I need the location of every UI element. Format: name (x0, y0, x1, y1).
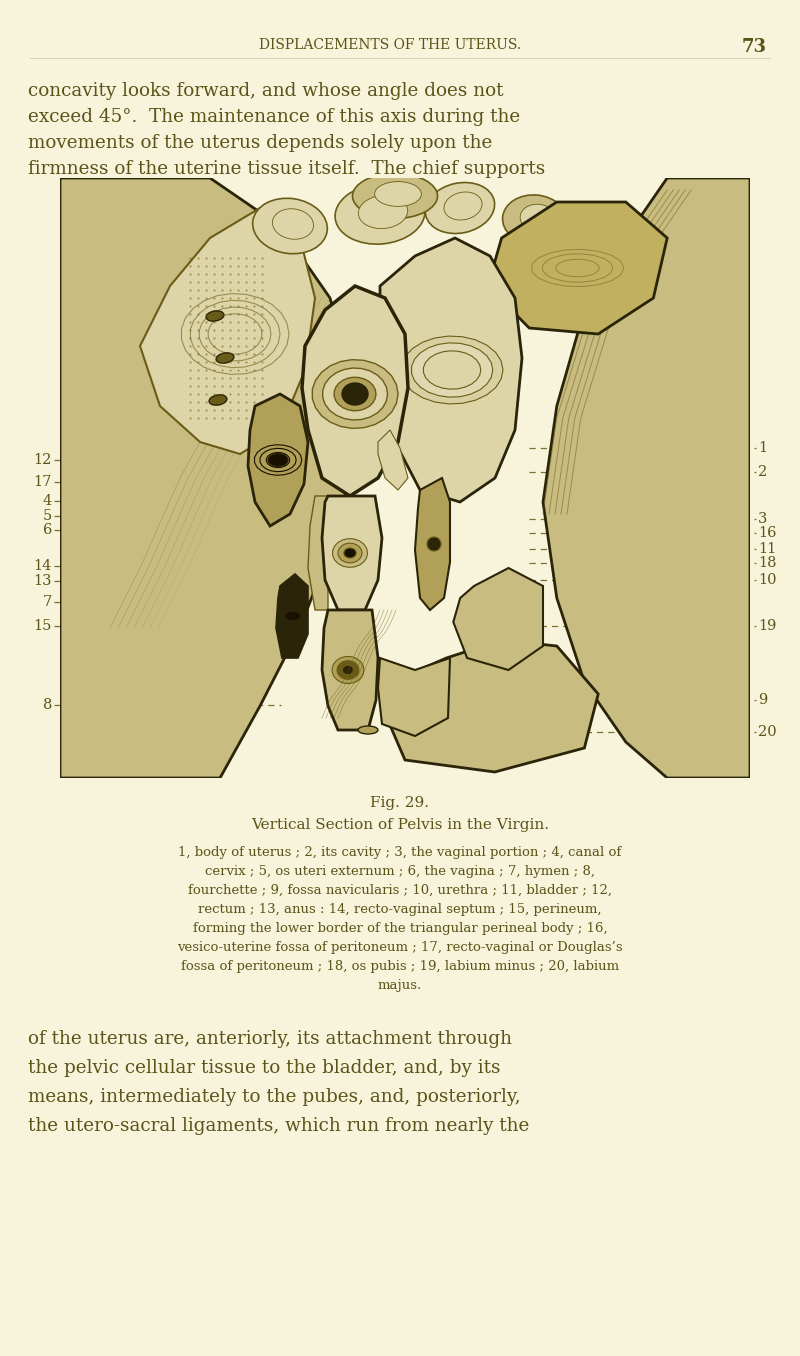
Polygon shape (322, 496, 382, 610)
Text: forming the lower border of the triangular perineal body ; 16,: forming the lower border of the triangul… (193, 922, 607, 936)
Text: 20: 20 (758, 725, 777, 739)
Text: 8: 8 (42, 698, 52, 712)
Polygon shape (380, 239, 522, 502)
Text: 4: 4 (42, 494, 52, 507)
Polygon shape (338, 544, 362, 563)
Polygon shape (411, 343, 493, 397)
Ellipse shape (358, 195, 408, 229)
Ellipse shape (335, 184, 425, 244)
Text: 5: 5 (42, 510, 52, 523)
Polygon shape (322, 610, 378, 730)
Ellipse shape (268, 453, 288, 466)
Text: rectum ; 13, anus : 14, recto-vaginal septum ; 15, perineum,: rectum ; 13, anus : 14, recto-vaginal se… (198, 903, 602, 917)
Ellipse shape (206, 311, 224, 321)
Text: Fig. 29.: Fig. 29. (370, 796, 430, 810)
Polygon shape (302, 286, 408, 496)
Text: 14: 14 (34, 559, 52, 574)
Text: the pelvic cellular tissue to the bladder, and, by its: the pelvic cellular tissue to the bladde… (28, 1059, 501, 1077)
Ellipse shape (427, 537, 441, 551)
Text: firmness of the uterine tissue itself.  The chief supports: firmness of the uterine tissue itself. T… (28, 160, 546, 178)
Polygon shape (344, 548, 356, 559)
Polygon shape (334, 377, 376, 411)
Polygon shape (423, 351, 481, 389)
Polygon shape (140, 207, 315, 454)
Polygon shape (308, 496, 328, 610)
Text: 9: 9 (758, 693, 767, 706)
Polygon shape (312, 359, 398, 428)
Text: 19: 19 (758, 618, 776, 633)
Text: means, intermediately to the pubes, and, posteriorly,: means, intermediately to the pubes, and,… (28, 1088, 521, 1106)
Text: 16: 16 (758, 526, 777, 540)
Text: vesico-uterine fossa of peritoneum ; 17, recto-vaginal or Douglas’s: vesico-uterine fossa of peritoneum ; 17,… (177, 941, 623, 955)
Polygon shape (342, 666, 354, 675)
Text: 73: 73 (742, 38, 767, 56)
Polygon shape (322, 367, 387, 420)
Polygon shape (454, 568, 543, 670)
Ellipse shape (285, 612, 301, 621)
Polygon shape (333, 538, 368, 567)
Text: fourchette ; 9, fossa navicularis ; 10, urethra ; 11, bladder ; 12,: fourchette ; 9, fossa navicularis ; 10, … (188, 884, 612, 898)
Ellipse shape (209, 395, 227, 405)
Ellipse shape (253, 198, 327, 254)
Text: movements of the uterus depends solely upon the: movements of the uterus depends solely u… (28, 134, 492, 152)
Text: 3: 3 (758, 511, 767, 526)
Text: 18: 18 (758, 556, 777, 571)
Ellipse shape (358, 725, 378, 734)
Text: 6: 6 (42, 523, 52, 537)
Ellipse shape (444, 193, 482, 220)
Polygon shape (378, 430, 408, 490)
Text: 1: 1 (758, 441, 767, 456)
Text: concavity looks forward, and whose angle does not: concavity looks forward, and whose angle… (28, 81, 503, 100)
Polygon shape (488, 202, 667, 334)
Text: fossa of peritoneum ; 18, os pubis ; 19, labium minus ; 20, labium: fossa of peritoneum ; 18, os pubis ; 19,… (181, 960, 619, 974)
Text: 15: 15 (34, 618, 52, 633)
Ellipse shape (426, 183, 494, 233)
Text: majus.: majus. (378, 979, 422, 993)
Text: of the uterus are, anteriorly, its attachment through: of the uterus are, anteriorly, its attac… (28, 1031, 512, 1048)
Polygon shape (276, 574, 308, 658)
Polygon shape (402, 336, 503, 404)
Polygon shape (378, 658, 450, 736)
Polygon shape (415, 479, 450, 610)
Text: DISPLACEMENTS OF THE UTERUS.: DISPLACEMENTS OF THE UTERUS. (259, 38, 521, 52)
Text: 7: 7 (42, 595, 52, 609)
Polygon shape (337, 660, 359, 679)
Polygon shape (543, 178, 750, 778)
Text: exceed 45°.  The maintenance of this axis during the: exceed 45°. The maintenance of this axis… (28, 108, 520, 126)
Polygon shape (384, 640, 598, 772)
Ellipse shape (216, 353, 234, 363)
Ellipse shape (353, 174, 438, 218)
Text: 12: 12 (34, 453, 52, 466)
Polygon shape (332, 656, 364, 683)
Text: cervix ; 5, os uteri externum ; 6, the vagina ; 7, hymen ; 8,: cervix ; 5, os uteri externum ; 6, the v… (205, 865, 595, 877)
Text: 1, body of uterus ; 2, its cavity ; 3, the vaginal portion ; 4, canal of: 1, body of uterus ; 2, its cavity ; 3, t… (178, 846, 622, 858)
Text: the utero-sacral ligaments, which run from nearly the: the utero-sacral ligaments, which run fr… (28, 1117, 530, 1135)
Text: Vertical Section of Pelvis in the Virgin.: Vertical Section of Pelvis in the Virgin… (251, 818, 549, 833)
Text: 17: 17 (34, 475, 52, 488)
Polygon shape (60, 178, 355, 778)
Text: 13: 13 (34, 574, 52, 589)
Ellipse shape (374, 182, 422, 206)
Ellipse shape (502, 195, 567, 245)
Text: 11: 11 (758, 542, 776, 556)
Ellipse shape (273, 209, 314, 239)
Polygon shape (248, 395, 308, 526)
Ellipse shape (342, 382, 368, 405)
Ellipse shape (520, 205, 556, 232)
Text: 10: 10 (758, 574, 777, 587)
Text: 2: 2 (758, 465, 767, 479)
